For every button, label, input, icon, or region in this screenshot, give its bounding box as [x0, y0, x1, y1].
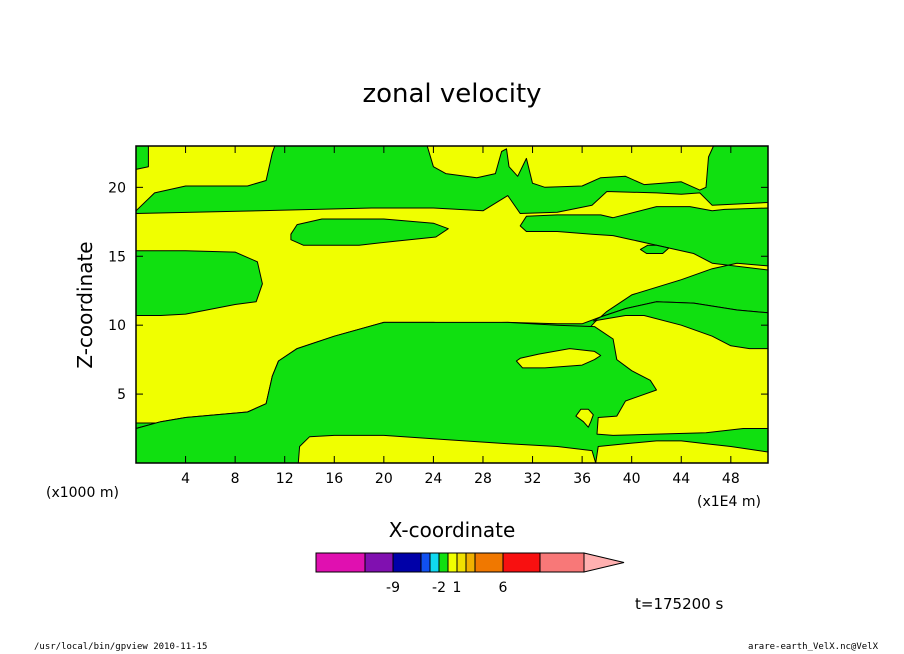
x-tick-label: 36: [573, 471, 591, 487]
contour-region-0: [135, 145, 769, 214]
x-tick-label: 44: [672, 471, 690, 487]
x-tick-label: 16: [325, 471, 343, 487]
colorbar-swatch: [429, 552, 440, 573]
x-tick-label: 48: [722, 471, 740, 487]
y-axis-units: (x1000 m): [46, 485, 119, 501]
contour-region-5: [639, 244, 670, 254]
y-tick-label: 20: [108, 180, 126, 196]
colorbar-swatch: [447, 552, 458, 573]
colorbar-swatch: [364, 552, 394, 573]
plot-area: [135, 145, 769, 464]
colorbar-labels: -9 -2 1 6: [386, 580, 508, 596]
x-axis-ticks: 4 8 12 16 20 24 28 32 36 40 44 48: [181, 146, 740, 487]
x-tick-label: 4: [181, 471, 190, 487]
colorbar-swatch: [465, 552, 476, 573]
colorbar-label: 6: [499, 580, 508, 596]
colorbar-swatch: [438, 552, 449, 573]
colorbar-swatch: [474, 552, 504, 573]
y-tick-label: 10: [108, 318, 126, 334]
time-annotation: t=175200 s: [635, 595, 723, 613]
footer-left: /usr/local/bin/gpview 2010-11-15: [34, 642, 208, 652]
colorbar-label: -9: [386, 580, 400, 596]
y-tick-label: 5: [117, 387, 126, 403]
contour-region-8: [515, 348, 602, 369]
y-axis-ticks: 5 10 15 20: [108, 180, 768, 403]
contour-region-2: [290, 218, 449, 246]
colorbar-swatch: [502, 552, 541, 573]
colorbar-swatch: [392, 552, 422, 573]
chart-title: zonal velocity: [362, 79, 541, 109]
colorbar-label: 1: [453, 580, 462, 596]
x-tick-label: 28: [474, 471, 492, 487]
colorbar-swatch: [420, 552, 431, 573]
x-tick-label: 24: [424, 471, 442, 487]
contour-region-1: [135, 145, 149, 170]
colorbar: [315, 552, 625, 573]
x-tick-label: 40: [623, 471, 641, 487]
x-axis-label: X-coordinate: [389, 518, 516, 542]
x-axis-units: (x1E4 m): [697, 494, 761, 510]
colorbar-swatch: [456, 552, 467, 573]
contour-region-6: [592, 301, 769, 350]
x-tick-label: 8: [231, 471, 240, 487]
x-tick-label: 12: [276, 471, 294, 487]
colorbar-swatch: [539, 552, 585, 573]
colorbar-label: -2: [432, 580, 446, 596]
footer-right: arare-earth_VelX.nc@VelX: [747, 642, 878, 652]
contour-region-9: [575, 408, 594, 428]
x-tick-label: 32: [524, 471, 542, 487]
colorbar-arrow: [583, 552, 625, 573]
plot-frame: [135, 145, 769, 464]
contour-region-4: [135, 250, 263, 316]
colorbar-swatch: [315, 552, 366, 573]
x-tick-label: 20: [375, 471, 393, 487]
y-axis-label: Z-coordinate: [73, 241, 97, 368]
y-tick-label: 15: [108, 249, 126, 265]
